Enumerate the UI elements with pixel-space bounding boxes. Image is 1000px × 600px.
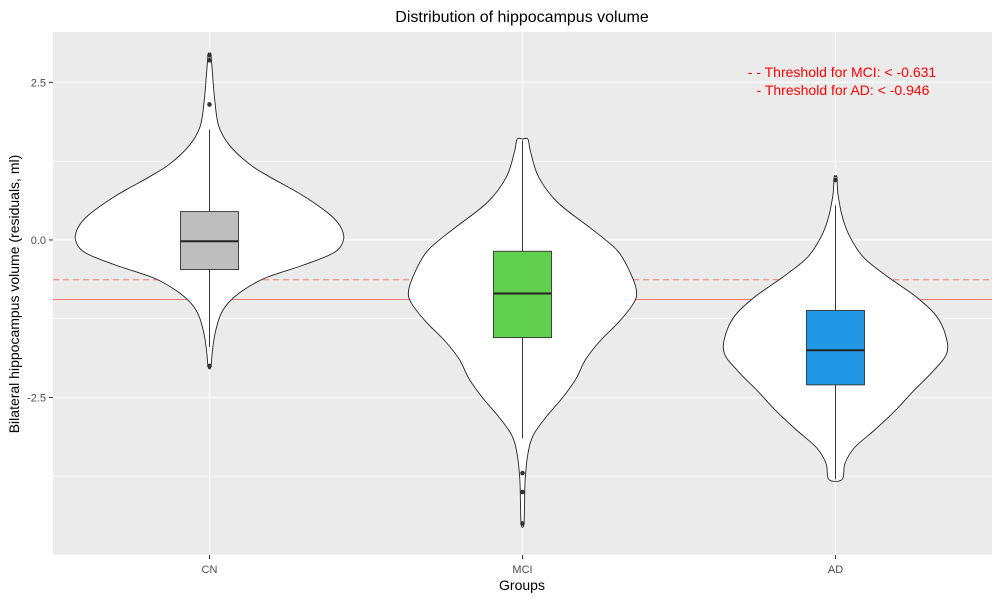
outlier-point (520, 489, 525, 495)
x-axis-title: Groups (499, 577, 545, 593)
box-ad (806, 310, 865, 386)
outlier-point (520, 521, 525, 526)
x-tick-label: AD (828, 564, 843, 576)
threshold-annotation: - Threshold for AD: < -0.946 (757, 82, 930, 98)
y-tick-label: -2.5 (27, 392, 46, 404)
y-axis-title: Bilateral hippocampus volume (residuals,… (6, 155, 22, 434)
outlier-point (520, 470, 525, 476)
outlier-point (207, 102, 212, 107)
outlier-point (833, 177, 838, 183)
y-tick-label: 2.5 (31, 77, 46, 89)
threshold-annotations: - - Threshold for MCI: < -0.631 - Thresho… (748, 64, 937, 98)
chart-title: Distribution of hippocampus volume (395, 9, 649, 26)
x-tick-label: MCI (512, 564, 532, 576)
y-tick-label: 0.0 (31, 235, 46, 247)
threshold-annotation: - - Threshold for MCI: < -0.631 (748, 64, 937, 80)
y-axis: 2.5 0.0 -2.5 (27, 77, 53, 404)
outlier-point (207, 363, 212, 369)
violins (74, 52, 949, 528)
x-axis: CN MCI AD (202, 555, 843, 576)
outlier-point (207, 58, 212, 63)
outlier-point (207, 53, 212, 58)
x-tick-label: CN (202, 564, 218, 576)
